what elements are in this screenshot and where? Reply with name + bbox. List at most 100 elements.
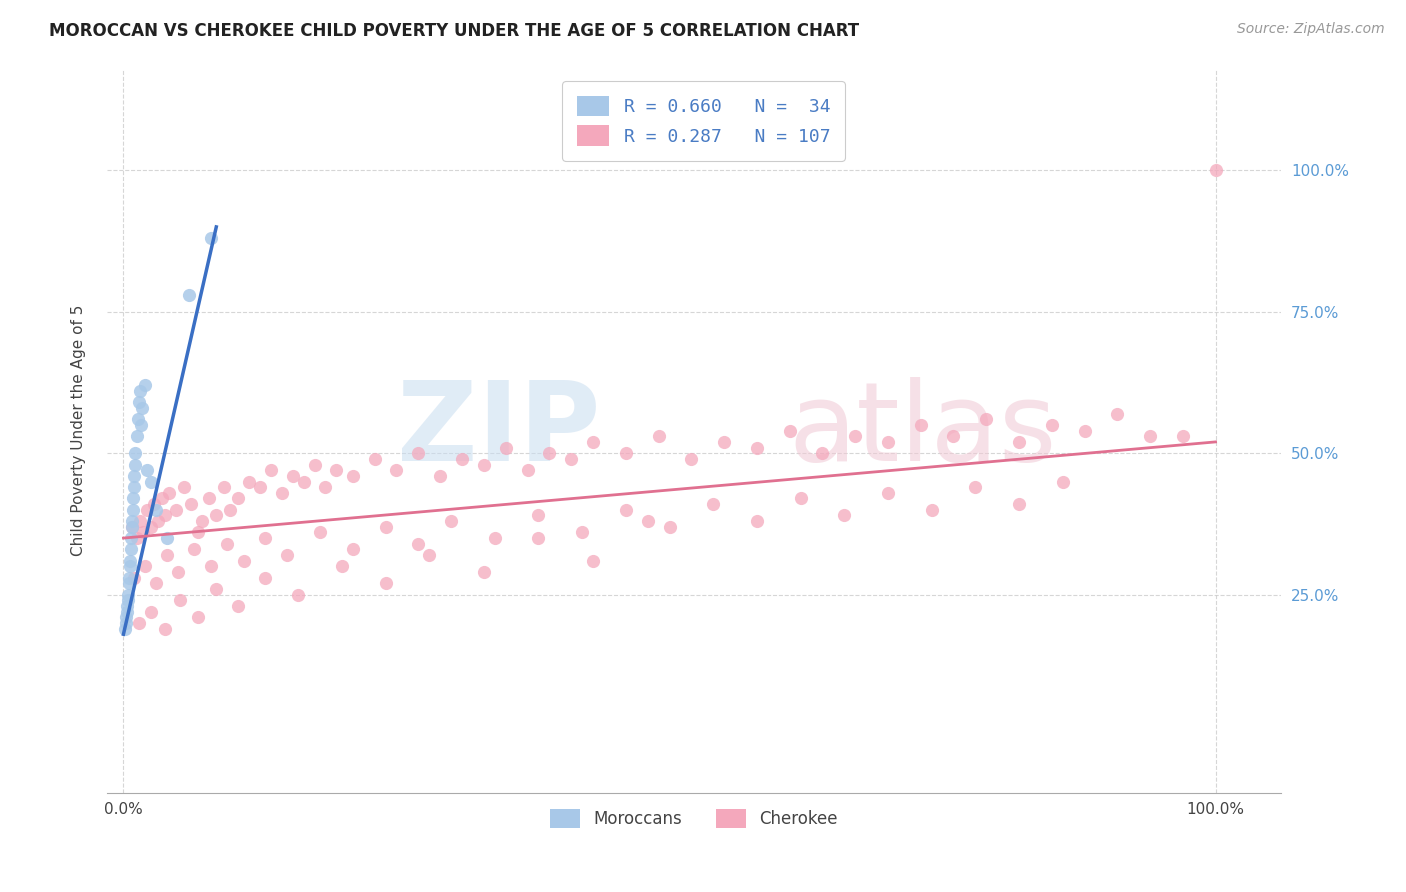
Point [148,514,170,528]
Point [165,503,187,517]
Point [538,446,561,460]
Point [143,497,166,511]
Point [145,503,167,517]
Point [134,378,156,392]
Text: Source: ZipAtlas.com: Source: ZipAtlas.com [1237,22,1385,37]
Point [118,571,141,585]
Point [527,508,550,523]
Point [117,588,139,602]
Point [516,463,538,477]
Point [124,458,146,472]
Point [205,582,228,596]
Point [811,446,834,460]
Point [1052,475,1074,489]
Point [342,468,364,483]
Point [115,605,138,619]
Point [153,622,176,636]
Point [325,463,347,477]
Point [200,231,222,245]
Point [212,480,235,494]
Point [118,576,141,591]
Point [974,412,997,426]
Point [124,480,146,494]
Point [200,559,222,574]
Point [114,610,136,624]
Point [117,593,139,607]
Point [281,468,304,483]
Point [1171,429,1194,443]
Point [582,554,605,568]
Point [713,434,735,449]
Point [921,503,943,517]
Point [1139,429,1161,443]
Point [832,508,855,523]
Point [128,395,150,409]
Point [658,520,681,534]
Point [156,548,179,562]
Point [276,548,298,562]
Point [131,401,153,415]
Point [1008,434,1031,449]
Point [342,542,364,557]
Point [560,451,582,466]
Text: ZIP: ZIP [396,377,600,484]
Point [309,525,332,540]
Point [156,531,179,545]
Point [614,503,637,517]
Point [315,480,337,494]
Point [129,417,152,432]
Point [472,565,495,579]
Point [484,531,506,545]
Point [789,491,811,506]
Point [197,491,219,506]
Point [260,463,283,477]
Point [180,497,202,511]
Point [582,434,605,449]
Point [169,593,191,607]
Point [495,441,517,455]
Point [418,548,440,562]
Point [219,503,242,517]
Point [139,605,162,619]
Point [139,475,162,489]
Point [254,571,277,585]
Point [910,417,932,432]
Text: atlas: atlas [787,377,1056,484]
Point [120,531,142,545]
Point [183,542,205,557]
Point [374,576,396,591]
Point [226,599,249,613]
Text: MOROCCAN VS CHEROKEE CHILD POVERTY UNDER THE AGE OF 5 CORRELATION CHART: MOROCCAN VS CHEROKEE CHILD POVERTY UNDER… [49,22,859,40]
Point [121,514,143,528]
Point [965,480,987,494]
Point [702,497,724,511]
Point [124,571,146,585]
Point [363,451,385,466]
Point [173,480,195,494]
Point [120,542,142,557]
Point [157,485,180,500]
Point [877,485,900,500]
Point [122,503,145,517]
Point [745,514,768,528]
Point [128,514,150,528]
Point [1040,417,1063,432]
Point [614,446,637,460]
Point [527,531,550,545]
Point [132,525,155,540]
Point [121,520,143,534]
Point [304,458,326,472]
Point [844,429,866,443]
Point [942,429,965,443]
Point [125,429,148,443]
Point [136,503,159,517]
Point [145,576,167,591]
Point [115,599,138,613]
Point [637,514,659,528]
Point [217,537,239,551]
Point [187,610,209,624]
Point [472,458,495,472]
Point [385,463,408,477]
Point [114,622,136,636]
Point [128,615,150,630]
